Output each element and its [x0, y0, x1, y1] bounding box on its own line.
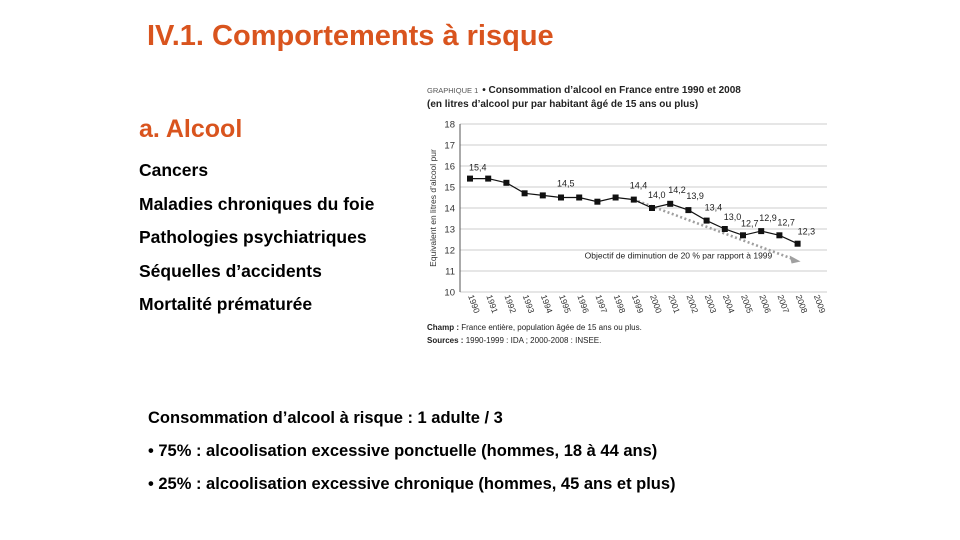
x-tick-label: 2005: [739, 293, 755, 314]
data-point: [740, 232, 746, 239]
data-point: [758, 228, 765, 235]
objective-arrowhead: [789, 255, 801, 264]
y-tick-label: 15: [444, 183, 455, 194]
data-point: [467, 175, 473, 182]
y-tick-label: 14: [444, 204, 455, 215]
data-label: 14,4: [630, 181, 648, 191]
alcohol-consumption-chart: GRAPHIQUE 1 • Consommation d’alcool en Fr…: [425, 80, 845, 350]
x-tick-label: 1996: [575, 293, 591, 314]
y-tick-label: 12: [444, 246, 455, 257]
stats-bullet: • 25% : alcoolisation excessive chroniqu…: [148, 475, 676, 493]
x-tick-label: 2000: [648, 293, 664, 314]
footnote-champ: Champ : France entière, population âgée …: [427, 323, 642, 332]
x-tick-label: 2006: [757, 293, 773, 314]
data-point: [612, 194, 619, 201]
y-tick-label: 16: [444, 162, 455, 173]
data-point: [485, 175, 492, 182]
x-tick-label: 2002: [685, 293, 701, 314]
data-point: [703, 217, 710, 224]
chart-svg: GRAPHIQUE 1 • Consommation d’alcool en Fr…: [427, 85, 828, 345]
risk-list: Cancers Maladies chroniques du foie Path…: [139, 158, 374, 326]
x-tick-label: 1991: [484, 293, 500, 314]
data-label: 12,9: [759, 213, 777, 223]
stats-block: Consommation d’alcool à risque : 1 adult…: [148, 407, 676, 506]
footnote-sources-label: Sources :: [427, 336, 466, 345]
risk-item: Mortalité prématurée: [139, 294, 313, 314]
risk-item: Pathologies psychiatriques: [139, 227, 367, 247]
data-label: 14,0: [648, 190, 666, 200]
x-tick-label: 2008: [794, 293, 810, 314]
data-point: [685, 207, 692, 214]
stats-bullet-text: 25% : alcoolisation excessive chronique …: [158, 475, 676, 493]
y-axis-label: Equivalent en litres d’alcool pur: [428, 149, 438, 267]
data-point: [667, 200, 674, 207]
data-point: [576, 194, 583, 201]
stats-bullet: • 75% : alcoolisation excessive ponctuel…: [148, 442, 658, 460]
risk-item: Séquelles d’accidents: [139, 260, 322, 281]
data-point: [539, 192, 546, 199]
chart-title: GRAPHIQUE 1 • Consommation d’alcool en Fr…: [427, 85, 741, 96]
data-point: [776, 232, 783, 239]
y-tick-label: 11: [445, 267, 455, 278]
footnote-champ-text: France entière, population âgée de 15 an…: [461, 323, 642, 332]
y-tick-label: 17: [444, 141, 455, 152]
y-tick-label: 13: [444, 225, 455, 236]
data-label: 13,0: [724, 212, 742, 222]
x-tick-label: 2001: [666, 293, 682, 314]
data-point: [521, 190, 528, 197]
data-label: 15,4: [469, 163, 487, 173]
slide-title: IV.1. Comportements à risque: [147, 20, 554, 52]
data-label: 14,2: [668, 185, 686, 195]
stats-bullet-text: 75% : alcoolisation excessive ponctuelle…: [158, 442, 658, 460]
data-point: [721, 226, 728, 232]
data-point: [558, 194, 564, 201]
x-tick-label: 1995: [557, 293, 573, 314]
x-tick-label: 1999: [630, 293, 646, 314]
objective-label: Objectif de diminution de 20 % par rappo…: [585, 250, 773, 260]
y-tick-label: 10: [444, 288, 455, 299]
data-point: [649, 205, 655, 211]
x-tick-label: 2009: [812, 293, 828, 314]
objective-line: [633, 198, 793, 260]
footnote-champ-label: Champ :: [427, 323, 461, 332]
risk-item: Cancers: [139, 160, 209, 180]
x-tick-label: 2004: [721, 293, 737, 314]
x-tick-label: 1992: [503, 293, 519, 314]
data-point: [503, 179, 510, 186]
y-tick-label: 18: [444, 120, 455, 131]
x-tick-label: 1998: [612, 293, 628, 314]
x-tick-label: 1994: [539, 293, 555, 314]
x-tick-label: 1990: [466, 293, 482, 314]
x-tick-label: 1993: [521, 293, 537, 314]
stats-heading: Consommation d’alcool à risque : 1 adult…: [148, 409, 503, 427]
x-tick-label: 2003: [703, 293, 719, 314]
chart-title-text: • Consommation d’alcool en France entre …: [482, 85, 741, 96]
data-label: 13,4: [705, 203, 723, 213]
data-label: 12,7: [777, 217, 795, 227]
footnote-sources: Sources : 1990-1999 : IDA ; 2000-2008 : …: [427, 336, 601, 345]
data-point: [630, 196, 637, 203]
data-label: 14,5: [557, 179, 575, 189]
footnote-sources-text: 1990-1999 : IDA ; 2000-2008 : INSEE.: [466, 336, 602, 345]
section-subtitle: a. Alcool: [139, 115, 243, 143]
x-tick-label: 1997: [594, 293, 610, 314]
x-tick-label: 2007: [776, 293, 792, 314]
data-label: 12,3: [798, 227, 816, 237]
risk-item: Maladies chroniques du foie: [139, 193, 375, 214]
data-label: 12,7: [741, 218, 759, 228]
data-label: 13,9: [686, 191, 704, 201]
chart-graph-label: GRAPHIQUE 1: [427, 86, 478, 95]
data-point: [794, 240, 801, 247]
chart-subtitle: (en litres d’alcool pur par habitant âgé…: [427, 99, 698, 110]
data-point: [594, 198, 601, 205]
